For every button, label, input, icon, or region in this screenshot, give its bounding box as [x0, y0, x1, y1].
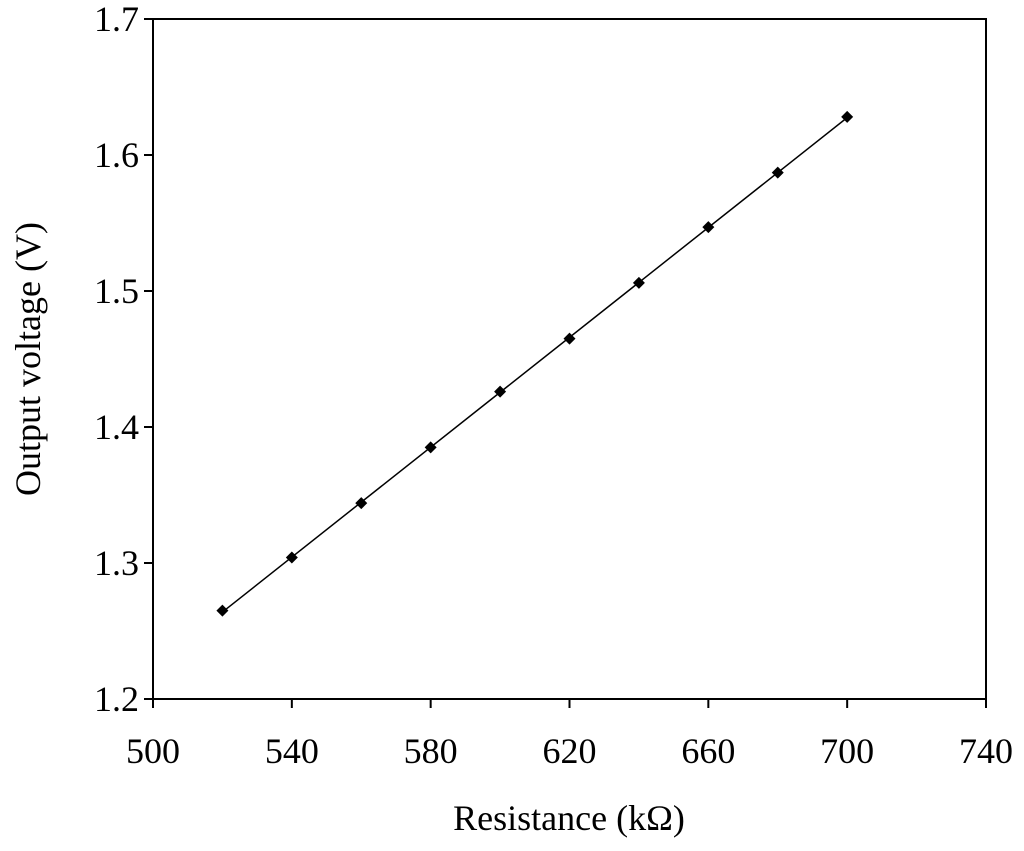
y-axis-label: Output voltage (V): [8, 222, 48, 496]
data-point: [424, 441, 437, 454]
y-tick-label: 1.4: [94, 407, 139, 447]
trendline: [221, 117, 848, 613]
x-tick-label: 580: [404, 731, 458, 771]
x-tick-label: 540: [265, 731, 319, 771]
x-tick-label: 700: [820, 731, 874, 771]
x-tick-label: 660: [681, 731, 735, 771]
y-tick-label: 1.5: [94, 271, 139, 311]
data-point: [216, 604, 229, 617]
data-point: [702, 221, 715, 234]
data-point: [771, 166, 784, 179]
plot-frame: [152, 18, 987, 700]
data-point: [285, 551, 298, 564]
y-tick-label: 1.7: [94, 0, 139, 39]
data-point: [355, 497, 368, 510]
data-point: [632, 276, 645, 289]
data-point: [563, 332, 576, 345]
data-point: [494, 385, 507, 398]
y-tick-label: 1.6: [94, 135, 139, 175]
x-tick-label: 500: [126, 731, 180, 771]
x-tick-label: 740: [959, 731, 1013, 771]
y-tick-label: 1.3: [94, 543, 139, 583]
x-tick-label: 620: [543, 731, 597, 771]
x-axis-label: Resistance (kΩ): [453, 798, 685, 838]
data-point: [841, 110, 854, 123]
y-tick-label: 1.2: [94, 679, 139, 719]
